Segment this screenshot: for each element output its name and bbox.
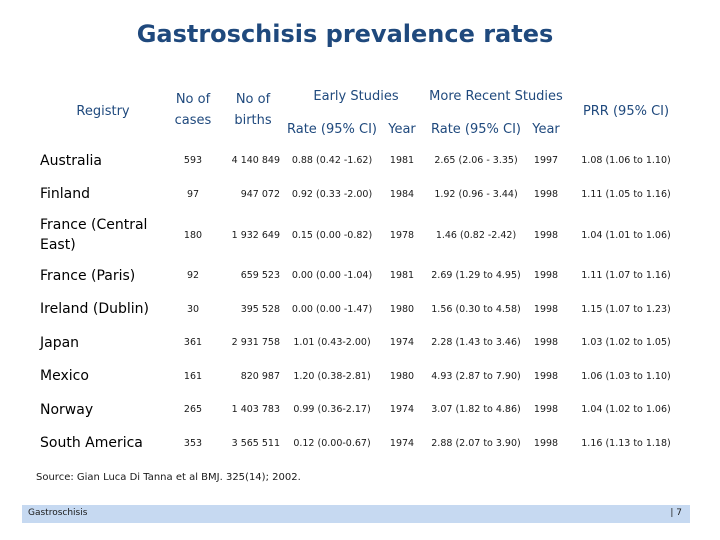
cell-cases: 361 [183,337,203,349]
cell-births: 1 403 783 [231,404,280,416]
cell-registry: Japan [40,334,80,351]
cell-cases: 180 [183,229,203,241]
cell-cases: 30 [186,303,200,315]
cell-year-early: 1978 [389,229,415,241]
cell-cases: 265 [183,404,203,416]
cell-year-recent: 1998 [533,303,559,315]
cell-registry: Mexico [40,368,89,385]
cell-year-recent: 1998 [533,437,559,449]
cell-year-early: 1974 [389,437,415,449]
cell-year-early: 1974 [389,404,415,416]
table-row: South America 353 3 565 511 0.12 (0.00-0.67… [40,427,686,461]
prevalence-table: Registry No of cases No of births Early … [40,78,686,460]
cell-births: 659 523 [240,270,280,282]
cell-year-early: 1980 [389,303,415,315]
cell-registry: Finland [40,186,91,203]
cell-rate-recent: 2.28 (1.43 to 3.46) [431,337,521,349]
table-row: Japan 361 2 931 758 1.01 (0.43-2.00) 1974 2.2… [40,326,686,360]
cell-births: 4 140 849 [231,155,280,167]
footer-bar: Gastroschisis | 7 [22,505,690,523]
cell-registry: Ireland (Dublin) [40,301,149,318]
cell-year-early: 1980 [389,370,415,382]
header-rate-early: Rate (95% CI) [286,121,378,137]
cell-rate-recent: 1.46 (0.82 -2.42) [435,229,517,241]
header-rate-recent: Rate (95% CI) [430,121,522,137]
cell-rate-early: 0.15 (0.00 -0.82) [291,229,373,241]
cell-registry: France (Paris) [40,267,136,284]
cell-prr: 1.04 (1.01 to 1.06) [581,229,671,241]
cell-year-recent: 1998 [533,337,559,349]
cell-births: 820 987 [240,370,280,382]
cell-births: 3 565 511 [231,437,280,449]
cell-year-recent: 1998 [533,188,559,200]
cell-births: 2 931 758 [231,337,280,349]
header-early-studies: Early Studies [313,88,399,104]
header-recent-studies: More Recent Studies [429,88,563,104]
cell-rate-recent: 2.69 (1.29 to 4.95) [431,270,521,282]
cell-rate-recent: 1.56 (0.30 to 4.58) [431,303,521,315]
cell-year-recent: 1998 [533,229,559,241]
header-births: No of births [234,92,272,128]
cell-rate-recent: 1.92 (0.96 - 3.44) [434,188,518,200]
cell-prr: 1.11 (1.05 to 1.16) [581,188,671,200]
cell-rate-recent: 3.07 (1.82 to 4.86) [431,404,521,416]
cell-cases: 593 [183,155,203,167]
cell-cases: 92 [186,270,200,282]
cell-rate-recent: 2.65 (2.06 - 3.35) [434,155,518,167]
cell-year-recent: 1998 [533,370,559,382]
page-number: | 7 [670,508,682,518]
cell-rate-early: 0.88 (0.42 -1.62) [291,155,373,167]
cell-registry: South America [40,435,143,452]
header-year-early: Year [388,121,416,137]
cell-rate-early: 1.01 (0.43-2.00) [293,337,371,349]
cell-year-recent: 1998 [533,404,559,416]
cell-rate-early: 0.92 (0.33 -2.00) [291,188,373,200]
cell-cases: 161 [183,370,203,382]
cell-rate-early: 0.00 (0.00 -1.04) [291,270,373,282]
header-prr: PRR (95% CI) [582,103,670,119]
cell-prr: 1.16 (1.13 to 1.18) [581,437,671,449]
cell-registry: Australia [40,152,102,169]
cell-year-early: 1974 [389,337,415,349]
cell-rate-early: 0.12 (0.00-0.67) [293,437,371,449]
header-year-recent: Year [532,121,560,137]
cell-rate-recent: 2.88 (2.07 to 3.90) [431,437,521,449]
cell-prr: 1.15 (1.07 to 1.23) [581,303,671,315]
cell-prr: 1.08 (1.06 to 1.10) [581,155,671,167]
cell-prr: 1.03 (1.02 to 1.05) [581,337,671,349]
footer-label: Gastroschisis [28,508,88,518]
header-row-top: Registry No of cases No of births Early … [40,78,686,129]
cell-year-early: 1981 [389,155,415,167]
table-row: France (Central East) 180 1 932 649 0.15 (0… [40,211,686,259]
cell-registry: France (Central East) [40,216,148,253]
table-row: Norway 265 1 403 783 0.99 (0.36-2.17) 1974 3.… [40,393,686,427]
source-citation: Source: Gian Luca Di Tanna et al BMJ. 32… [36,472,301,483]
cell-rate-recent: 4.93 (2.87 to 7.90) [431,370,521,382]
cell-births: 947 072 [240,188,280,200]
cell-year-recent: 1998 [533,270,559,282]
cell-year-early: 1984 [389,188,415,200]
cell-prr: 1.04 (1.02 to 1.06) [581,404,671,416]
cell-births: 1 932 649 [231,229,280,241]
cell-year-early: 1981 [389,270,415,282]
table-row: Mexico 161 820 987 1.20 (0.38-2.81) 1980 4.93… [40,360,686,394]
cell-cases: 97 [186,188,200,200]
table-row: France (Paris) 92 659 523 0.00 (0.00 -1.04)… [40,259,686,293]
cell-rate-early: 1.20 (0.38-2.81) [293,370,371,382]
header-row-bottom: Rate (95% CI) Year Rate (95% CI) Year [40,114,686,144]
cell-rate-early: 0.99 (0.36-2.17) [293,404,371,416]
cell-prr: 1.06 (1.03 to 1.10) [581,370,671,382]
table-row: Ireland (Dublin) 30 395 528 0.00 (0.00 -1.4… [40,293,686,327]
table-row: Australia 593 4 140 849 0.88 (0.42 -1.62) 19… [40,144,686,178]
cell-year-recent: 1997 [533,155,559,167]
header-cases: No of cases [174,92,212,128]
cell-births: 395 528 [240,303,280,315]
cell-cases: 353 [183,437,203,449]
slide-title: Gastroschisis prevalence rates [136,20,554,48]
cell-prr: 1.11 (1.07 to 1.16) [581,270,671,282]
cell-registry: Norway [40,401,94,418]
table-row: Finland 97 947 072 0.92 (0.33 -2.00) 1984 1.9… [40,178,686,212]
cell-rate-early: 0.00 (0.00 -1.47) [291,303,373,315]
header-registry: Registry [76,103,130,119]
